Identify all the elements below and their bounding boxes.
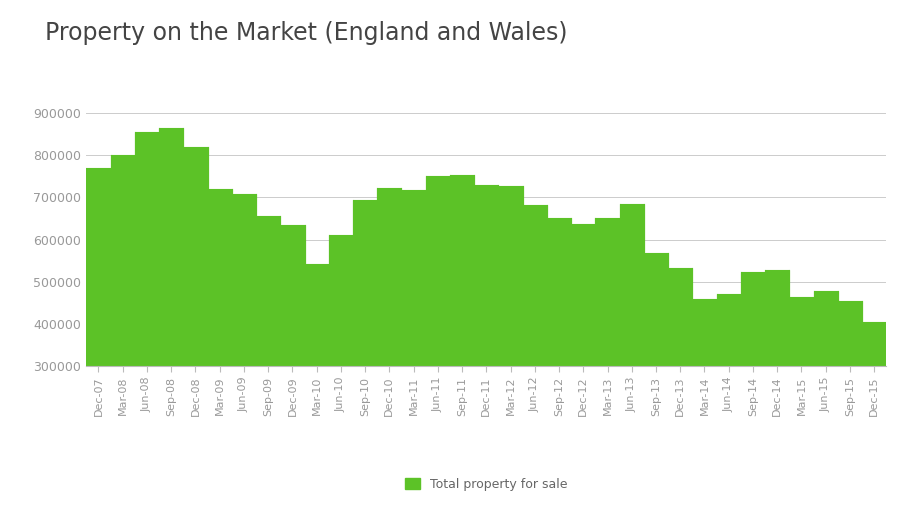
Text: Property on the Market (England and Wales): Property on the Market (England and Wale… [45, 21, 568, 45]
Legend: Total property for sale: Total property for sale [400, 473, 573, 496]
